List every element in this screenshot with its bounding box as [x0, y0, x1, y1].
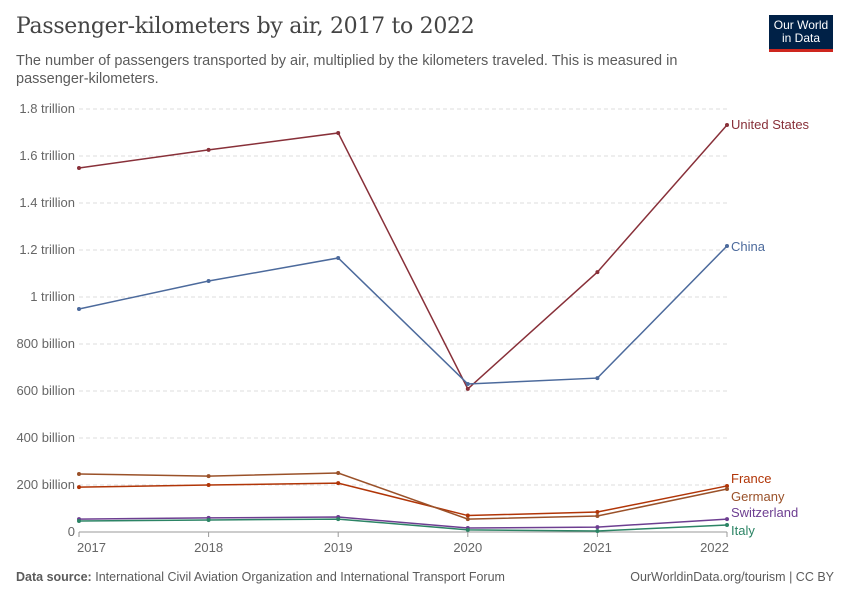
series-label-united-states: United States: [731, 117, 810, 132]
data-point-italy: [336, 517, 341, 522]
data-point-united-states: [595, 270, 600, 275]
data-point-china: [206, 279, 211, 284]
data-point-china: [77, 306, 81, 311]
data-point-china: [336, 255, 341, 260]
owid-logo[interactable]: Our World in Data: [769, 15, 833, 52]
data-point-france: [206, 483, 211, 487]
data-source: Data source: International Civil Aviatio…: [16, 570, 505, 584]
series-line-france: [78, 482, 728, 517]
series-label-france: France: [731, 471, 771, 486]
series-label-germany: Germany: [731, 489, 785, 504]
data-point-germany: [336, 471, 341, 476]
data-point-italy: [206, 518, 211, 523]
y-tick-label: 800 billion: [16, 336, 75, 351]
data-point-france: [595, 510, 600, 515]
x-tick-label: 2021: [583, 540, 612, 555]
footer-link[interactable]: OurWorldinData.org/tourism | CC BY: [630, 570, 834, 584]
data-point-united-states: [725, 122, 729, 127]
data-point-china: [595, 376, 600, 381]
series-line-united-states: [78, 124, 728, 391]
data-point-switzerland: [725, 517, 729, 522]
data-point-germany: [77, 471, 81, 476]
source-label: Data source:: [16, 570, 92, 584]
data-point-germany: [595, 514, 600, 519]
data-point-china: [465, 381, 470, 386]
chart-title: Passenger-kilometers by air, 2017 to 202…: [16, 14, 475, 39]
data-point-italy: [595, 529, 600, 534]
y-tick-label: 0: [68, 524, 75, 539]
series-line-switzerland: [78, 516, 728, 529]
y-tick-label: 1 trillion: [30, 289, 75, 304]
y-tick-label: 600 billion: [16, 383, 75, 398]
series-line-germany: [78, 472, 728, 520]
y-tick-label: 1.4 trillion: [19, 195, 75, 210]
y-tick-label: 1.2 trillion: [19, 242, 75, 257]
data-point-united-states: [336, 130, 341, 135]
data-point-united-states: [77, 165, 81, 170]
data-point-united-states: [465, 386, 470, 391]
x-tick-label: 2019: [324, 540, 353, 555]
data-point-france: [77, 485, 81, 490]
series-label-switzerland: Switzerland: [731, 505, 798, 520]
data-point-switzerland: [595, 525, 600, 530]
data-point-germany: [725, 486, 729, 491]
data-point-italy: [465, 527, 470, 532]
x-tick-label: 2020: [453, 540, 482, 555]
data-point-italy: [77, 518, 81, 523]
x-tick-label: 2022: [700, 540, 729, 555]
y-tick-label: 200 billion: [16, 477, 75, 492]
data-point-germany: [206, 474, 211, 479]
series-label-italy: Italy: [731, 523, 755, 538]
data-point-france: [725, 483, 729, 488]
data-point-italy: [725, 522, 729, 527]
data-point-china: [725, 244, 729, 249]
series-line-italy: [78, 518, 728, 532]
series-label-china: China: [731, 239, 766, 254]
data-point-germany: [465, 517, 470, 522]
chart-subtitle: The number of passengers transported by …: [16, 53, 678, 87]
source-text: International Civil Aviation Organizatio…: [95, 570, 505, 584]
y-tick-label: 400 billion: [16, 430, 75, 445]
data-point-france: [465, 513, 470, 518]
data-point-united-states: [206, 147, 211, 152]
x-tick-label: 2018: [194, 540, 223, 555]
y-tick-label: 1.6 trillion: [19, 148, 75, 163]
x-tick-label: 2017: [77, 540, 106, 555]
series-line-china: [78, 245, 728, 385]
y-tick-label: 1.8 trillion: [19, 101, 75, 116]
data-point-france: [336, 481, 341, 486]
